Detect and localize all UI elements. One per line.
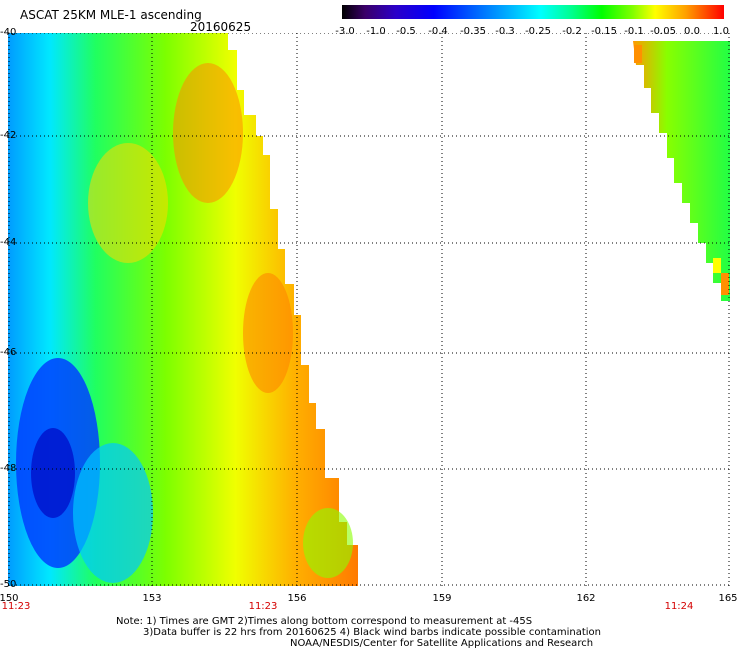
scatterometer-swath-map bbox=[8, 33, 730, 586]
colorbar-tick: -0.5 bbox=[396, 26, 416, 37]
lon-label: 153 bbox=[142, 593, 162, 604]
time-label: 11:23 bbox=[248, 601, 278, 612]
lat-label: -46 bbox=[0, 347, 17, 358]
lon-label: 165 bbox=[718, 593, 738, 604]
lat-label: -42 bbox=[0, 130, 17, 141]
time-label: 11:23 bbox=[1, 601, 31, 612]
lat-label: -50 bbox=[0, 579, 17, 590]
note-line: Note: 1) Times are GMT 2)Times along bot… bbox=[116, 616, 533, 627]
colorbar-tick: -0.35 bbox=[460, 26, 486, 37]
time-label: 11:24 bbox=[664, 601, 694, 612]
colorbar-tick: -0.1 bbox=[624, 26, 644, 37]
colorbar-tick: 0.0 bbox=[684, 26, 700, 37]
lon-label: 162 bbox=[576, 593, 596, 604]
colorbar-tick: -0.15 bbox=[591, 26, 617, 37]
colorbar-tick: -0.2 bbox=[562, 26, 582, 37]
colorbar-tick: -0.05 bbox=[650, 26, 676, 37]
note-line: 3)Data buffer is 22 hrs from 20160625 4)… bbox=[143, 627, 601, 638]
colorbar-tick: 1.0 bbox=[713, 26, 729, 37]
colorbar-tick: -1.0 bbox=[366, 26, 386, 37]
map-title: ASCAT 25KM MLE-1 ascending bbox=[20, 8, 202, 22]
colorbar-tick: -0.25 bbox=[525, 26, 551, 37]
lon-label: 150 bbox=[0, 593, 19, 604]
lat-label: -48 bbox=[0, 463, 17, 474]
color-scale-bar bbox=[342, 5, 724, 19]
lon-label: 156 bbox=[287, 593, 307, 604]
note-line: NOAA/NESDIS/Center for Satellite Applica… bbox=[290, 638, 594, 649]
lat-label: -44 bbox=[0, 237, 17, 248]
lat-label: -40 bbox=[0, 27, 17, 38]
colorbar-tick: -0.3 bbox=[495, 26, 515, 37]
colorbar-tick: -0.4 bbox=[428, 26, 448, 37]
colorbar-tick: -3.0 bbox=[335, 26, 355, 37]
map-date: 20160625 bbox=[190, 20, 252, 34]
lon-label: 159 bbox=[432, 593, 452, 604]
